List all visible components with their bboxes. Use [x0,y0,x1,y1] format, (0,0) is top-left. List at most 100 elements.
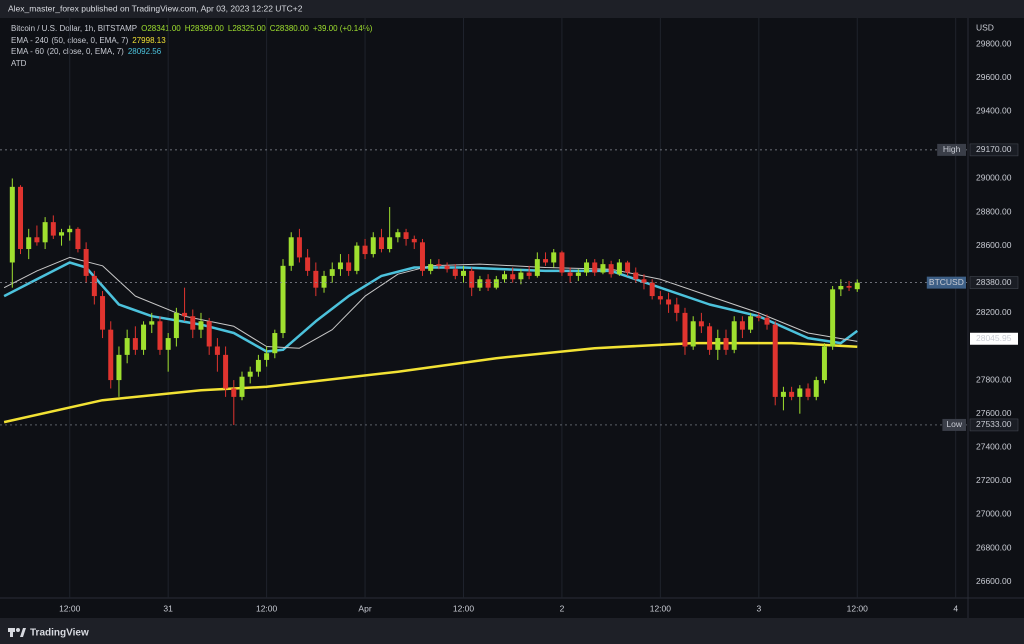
candle-body [830,289,836,347]
x-tick-label: 12:00 [847,603,869,613]
candle-body [313,270,319,288]
indicator-line [3,261,859,353]
price-value-box [969,143,1019,157]
candle-body [502,274,508,280]
x-tick-label: 2 [560,603,565,613]
candle-body [485,279,491,288]
candle-body [272,333,278,354]
candle-body [846,285,852,288]
candle-body [42,222,48,243]
candle-body [428,264,434,271]
x-tick-label: Apr [358,603,371,613]
candle-body [198,321,204,330]
logo-shape [20,628,26,637]
x-tick-label: 12:00 [256,603,278,613]
candle-body [575,272,581,276]
y-tick-label: 27000.00 [976,509,1012,519]
candle-body [239,376,245,397]
x-tick-label: 31 [163,603,173,613]
candle-body [59,232,65,236]
y-tick-label: 26600.00 [976,576,1012,586]
candle-body [797,388,803,397]
logo [8,628,26,637]
x-tick-label: 12:00 [59,603,81,613]
candle-body [625,262,631,273]
legend-name: EMA - 60 [11,47,44,56]
y-tick-label: 29400.00 [976,106,1012,116]
price-name: High [943,144,961,154]
candle-body [411,238,417,243]
x-tick-label: 3 [756,603,761,613]
candle-body [26,237,32,250]
plot: 12:00 31 12:00 Apr 12:00 2 12:00 3 12:00 4 29800.0… [0,18,1019,613]
candle-body [666,299,672,305]
candle-body [518,272,524,280]
price-name-box [937,143,966,156]
price-value-box [969,276,1019,289]
candle-body [764,317,770,325]
legend-params: (50, close, 0, EMA, 7) [51,36,128,45]
candle-body [280,265,286,334]
candle-body [600,264,606,273]
candle-body [387,237,393,250]
y-tick-label: 26800.00 [976,542,1012,552]
x-tick-label: 12:00 [453,603,475,613]
candle-body [731,321,737,350]
ohlc: O28341.00 [141,24,181,33]
candle-body [534,259,540,276]
indicator-line [3,256,858,349]
candle-body [567,272,573,276]
candle-body [231,388,237,397]
candle-body [18,186,24,250]
candle-body [255,359,261,372]
y-tick-label: 29800.00 [976,38,1012,48]
candle-body [789,391,795,397]
symbol: Bitcoin / U.S. Dollar, 1h, BITSTAMP [11,24,137,33]
candle-body [805,388,811,397]
y-tick-label: 28800.00 [976,206,1012,216]
y-tick-label: 27800.00 [976,374,1012,384]
candle-body [592,262,598,273]
candle-body [264,353,270,360]
candle-body [813,380,819,397]
candle-body [141,324,147,350]
candle-body [329,269,335,276]
candle-body [707,326,713,350]
candle-body [223,354,229,389]
candle-body [9,186,15,263]
chart-area [0,18,1024,618]
candle-body [657,296,663,300]
candle-body [67,228,73,233]
candle-body [305,257,311,271]
candle-body [100,296,106,330]
ohlc: C28380.00 [270,24,310,33]
y-tick-label: 27600.00 [976,408,1012,418]
price-name: BTCUSD [929,277,964,287]
candle-body [682,312,688,347]
candle-body [543,259,549,263]
price-value: 27533.00 [976,419,1012,429]
candle-body [690,321,696,347]
y-tick-label: 29600.00 [976,72,1012,82]
price-value: 28045.95 [976,333,1012,343]
candle-body [780,391,786,397]
price-name-box [926,276,966,289]
price-value: 29170.00 [976,144,1012,154]
publisher: Alex_master_forex published on TradingVi… [8,3,303,13]
price-name-box [942,418,966,431]
candle-body [821,346,827,381]
candle-body [108,329,114,381]
candle-body [608,264,614,275]
candle-body [584,262,590,273]
brand: TradingView [30,628,89,639]
candle-body [838,285,844,290]
ohlc: L28325.00 [228,24,266,33]
candle-body [214,346,220,355]
candle-body [698,321,704,327]
candle-body [173,312,179,339]
candle-body [633,272,639,280]
currency: USD [976,22,994,32]
candle-body [288,237,294,266]
